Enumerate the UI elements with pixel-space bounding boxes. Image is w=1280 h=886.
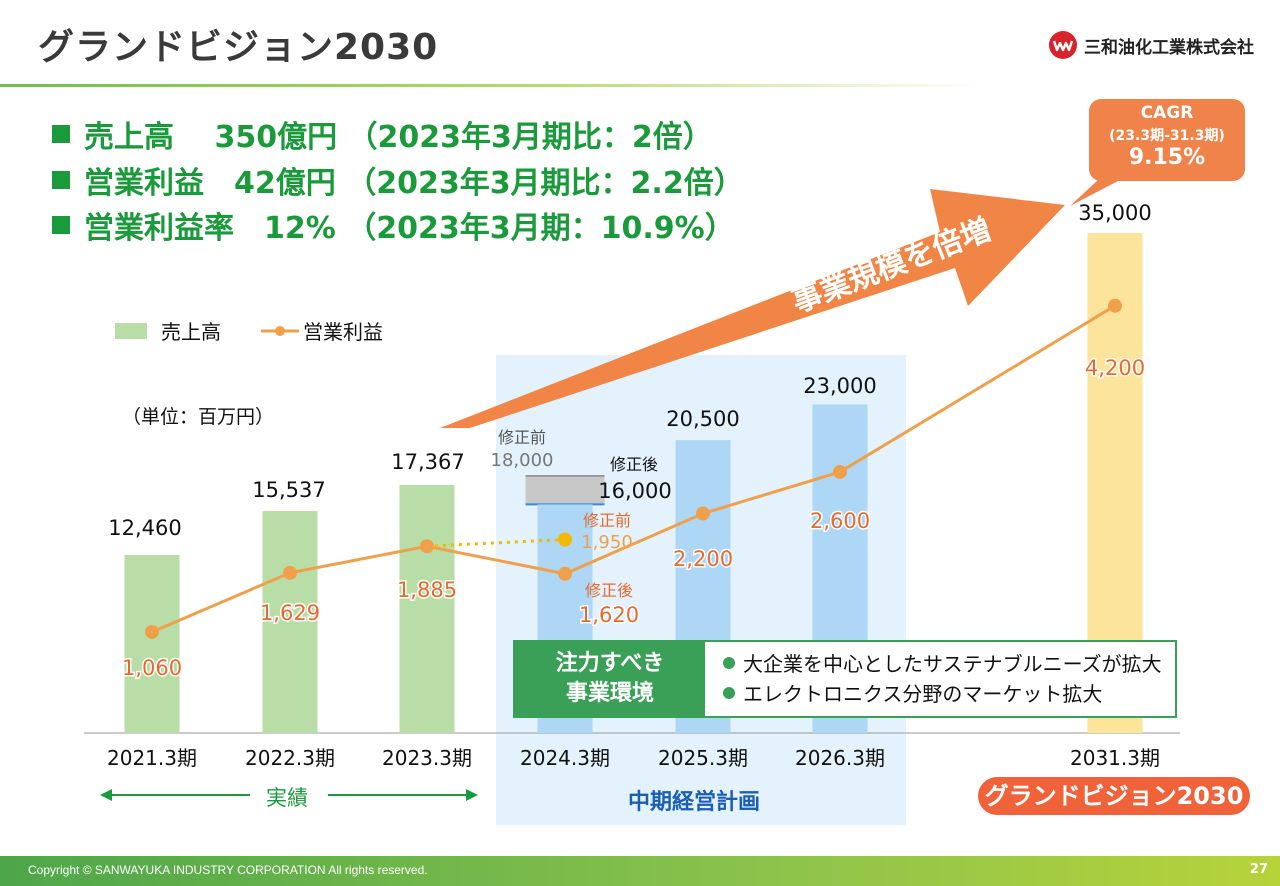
grand-vision-badge: グランドビジョン2030 bbox=[978, 777, 1250, 815]
focus-environment-label-line1: 注力すべき bbox=[555, 651, 665, 676]
sales-value-label: 15,537 bbox=[252, 478, 325, 502]
category-tick-label: 2024.3期 bbox=[520, 746, 610, 770]
profit-point bbox=[420, 539, 434, 554]
page-title: グランドビジョン2030 bbox=[38, 27, 439, 68]
profit-value-label: 1,629 bbox=[260, 601, 320, 625]
footer-bar bbox=[0, 856, 1280, 886]
revision-after-sales-label: 修正後 bbox=[610, 455, 658, 474]
revision-before-profit-value: 1,950 bbox=[581, 532, 633, 553]
midterm-plan-label: 中期経営計画 bbox=[628, 790, 761, 815]
category-tick-label: 2021.3期 bbox=[107, 746, 197, 770]
title-underline bbox=[0, 84, 980, 87]
profit-value-label: 1,885 bbox=[397, 578, 457, 602]
profit-value-label: 2,600 bbox=[810, 509, 870, 533]
list-item: 大企業を中心としたサステナブルニーズが拡大 bbox=[723, 649, 1162, 679]
page-number: 27 bbox=[1249, 862, 1268, 877]
bullet-dot-icon bbox=[723, 687, 735, 699]
sales-value-label: 20,500 bbox=[666, 407, 739, 431]
focus-environment-box: 注力すべき 事業環境 大企業を中心としたサステナブルニーズが拡大 エレクトロニク… bbox=[513, 640, 1177, 718]
cagr-callout: CAGR (23.3期-31.3期) 9.15% bbox=[1089, 99, 1245, 181]
profit-value-label: 4,200 bbox=[1085, 356, 1145, 380]
list-item-text: 大企業を中心としたサステナブルニーズが拡大 bbox=[743, 652, 1162, 676]
legend-sales-label: 売上高 bbox=[161, 320, 221, 344]
cagr-label: CAGR bbox=[1140, 103, 1194, 123]
sales-value-label: 17,367 bbox=[391, 450, 464, 474]
sales-bar bbox=[124, 555, 180, 733]
focus-environment-label-line2: 事業環境 bbox=[565, 681, 654, 706]
company-name: 三和油化工業株式会社 bbox=[1084, 37, 1254, 58]
headline-sales-text: 売上高 350億円 （2023年3月期比：2倍） bbox=[84, 120, 713, 155]
sales-bar bbox=[399, 484, 455, 733]
focus-environment-label: 注力すべき 事業環境 bbox=[515, 642, 705, 716]
company-brand: 三和油化工業株式会社 bbox=[1048, 30, 1254, 60]
sales-value-label: 23,000 bbox=[803, 374, 876, 398]
list-item: エレクトロニクス分野のマーケット拡大 bbox=[723, 679, 1162, 709]
sales-bar bbox=[262, 511, 318, 733]
category-tick-label: 2025.3期 bbox=[658, 746, 748, 770]
revision-before-profit-label: 修正前 bbox=[583, 511, 631, 530]
actual-arrow-right-icon bbox=[466, 789, 478, 801]
headline-profit: 営業利益 42億円 （2023年3月期比：2.2倍） bbox=[52, 158, 744, 202]
profit-value-label: 2,200 bbox=[673, 547, 733, 571]
legend-profit-label: 営業利益 bbox=[303, 320, 383, 344]
category-tick-label: 2022.3期 bbox=[245, 746, 335, 770]
cagr-callout-pointer bbox=[1070, 180, 1120, 206]
revision-before-profit-point bbox=[558, 532, 572, 547]
bullet-square-icon bbox=[52, 125, 70, 143]
category-tick-label: 2023.3期 bbox=[382, 746, 472, 770]
sales-value-label: 16,000 bbox=[598, 479, 671, 503]
headline-margin-text: 営業利益率 12% （2023年3月期：10.9%） bbox=[84, 211, 735, 246]
growth-arrow-icon bbox=[440, 189, 1065, 428]
actual-arrow-left-icon bbox=[100, 789, 112, 801]
cagr-value: 9.15% bbox=[1128, 145, 1206, 170]
copyright-text: Copyright © SANWAYUKA INDUSTRY CORPORATI… bbox=[28, 863, 428, 877]
profit-value-label: 1,060 bbox=[122, 656, 182, 680]
headline-sales: 売上高 350億円 （2023年3月期比：2倍） bbox=[52, 112, 713, 156]
list-item-text: エレクトロニクス分野のマーケット拡大 bbox=[743, 682, 1103, 706]
sales-value-label: 12,460 bbox=[108, 516, 181, 540]
sales-value-label: 35,000 bbox=[1078, 201, 1151, 225]
focus-environment-list: 大企業を中心としたサステナブルニーズが拡大 エレクトロニクス分野のマーケット拡大 bbox=[705, 642, 1162, 716]
category-tick-label: 2031.3期 bbox=[1070, 746, 1160, 770]
chart-legend: 売上高 営業利益 bbox=[115, 316, 383, 345]
revision-before-sales-label: 修正前 bbox=[498, 428, 546, 447]
unit-label: （単位：百万円） bbox=[122, 406, 275, 428]
company-logo-icon bbox=[1049, 31, 1077, 59]
legend-line-swatch bbox=[261, 325, 299, 336]
revision-before-bar bbox=[525, 475, 605, 505]
bullet-square-icon bbox=[52, 216, 70, 234]
legend-bar-swatch bbox=[115, 322, 147, 339]
profit-point bbox=[145, 624, 159, 639]
headline-profit-text: 営業利益 42億円 （2023年3月期比：2.2倍） bbox=[84, 166, 744, 201]
profit-value-label: 1,620 bbox=[579, 603, 639, 627]
actual-period-label: 実績 bbox=[266, 786, 308, 810]
profit-point bbox=[833, 464, 847, 479]
headline-margin: 営業利益率 12% （2023年3月期：10.9%） bbox=[52, 203, 735, 247]
revision-before-sales-value: 18,000 bbox=[491, 450, 554, 471]
bullet-square-icon bbox=[52, 171, 70, 189]
bullet-dot-icon bbox=[723, 657, 735, 669]
profit-point bbox=[558, 566, 572, 581]
profit-point bbox=[1108, 298, 1122, 313]
cagr-period: (23.3期-31.3期) bbox=[1109, 128, 1225, 144]
profit-point bbox=[696, 506, 710, 521]
profit-point bbox=[283, 565, 297, 580]
revision-after-profit-label: 修正後 bbox=[585, 581, 633, 600]
category-tick-label: 2026.3期 bbox=[795, 746, 885, 770]
